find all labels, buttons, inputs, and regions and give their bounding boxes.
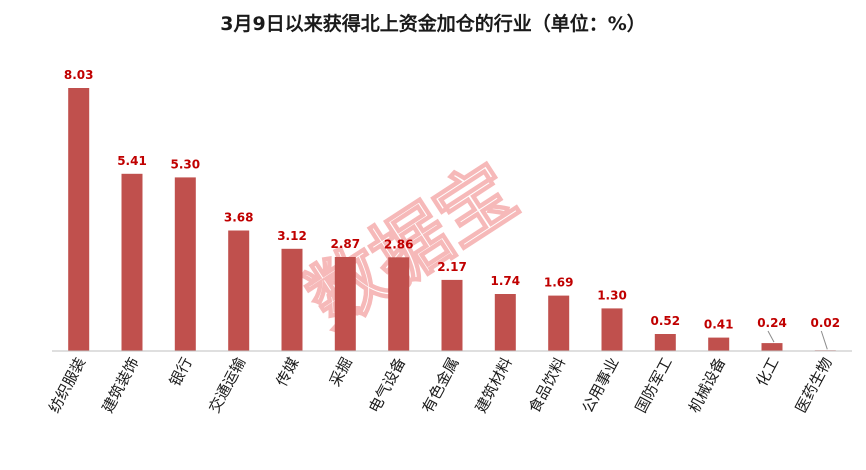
x-tick-label-14: 医药生物 xyxy=(792,354,836,415)
data-label-14: 0.02 xyxy=(810,316,840,330)
leader-lines-group xyxy=(767,330,828,350)
data-label-10: 1.30 xyxy=(597,288,627,302)
data-label-5: 2.87 xyxy=(330,237,360,251)
data-label-8: 1.74 xyxy=(490,274,520,288)
x-tick-label-6: 电气设备 xyxy=(365,354,409,415)
data-label-1: 5.41 xyxy=(117,154,147,168)
bar-0 xyxy=(68,88,90,351)
x-tick-label-10: 公用事业 xyxy=(578,354,622,415)
x-tick-labels-group: 纺织服装 建筑装饰 银行 交通运输 传媒 采掘 电气设备 有色金属 建筑材料 食品饮料 公用事业 国防… xyxy=(45,354,836,415)
leader-line-14 xyxy=(820,330,828,350)
x-tick-label-2: 银行 xyxy=(166,354,196,389)
bars-group xyxy=(68,88,836,351)
x-tick-label-13: 化工 xyxy=(753,354,783,389)
bar-2 xyxy=(174,177,196,351)
x-tick-label-3: 交通运输 xyxy=(205,354,249,415)
bar-13 xyxy=(761,343,783,351)
x-tick-label-4: 传媒 xyxy=(273,354,303,389)
chart-title: 3月9日以来获得北上资金加仓的行业（单位：%） xyxy=(220,12,645,35)
bar-9 xyxy=(548,295,570,351)
data-label-4: 3.12 xyxy=(277,229,307,243)
x-tick-label-0: 纺织服装 xyxy=(45,354,89,415)
bar-3 xyxy=(228,230,250,351)
data-labels-group: 8.03 5.41 5.30 3.68 3.12 2.87 2.86 2.17 1.74 1.69… xyxy=(64,68,840,332)
bar-4 xyxy=(281,248,303,351)
data-label-6: 2.86 xyxy=(384,237,414,251)
x-tick-label-7: 有色金属 xyxy=(418,354,462,415)
data-label-0: 8.03 xyxy=(64,68,94,82)
bar-8 xyxy=(494,294,516,351)
bar-5 xyxy=(334,257,356,351)
bar-6 xyxy=(388,257,410,351)
data-label-2: 5.30 xyxy=(170,157,200,171)
x-tick-label-11: 国防军工 xyxy=(632,354,676,415)
x-tick-label-8: 建筑材料 xyxy=(472,354,516,415)
bar-10 xyxy=(601,308,623,351)
data-label-11: 0.52 xyxy=(650,314,680,328)
x-tick-label-5: 采掘 xyxy=(326,354,356,389)
bar-1 xyxy=(121,173,143,351)
leader-line-13 xyxy=(767,330,775,343)
data-label-3: 3.68 xyxy=(224,211,254,225)
data-label-12: 0.41 xyxy=(704,318,734,332)
bar-11 xyxy=(654,334,676,351)
x-tick-label-1: 建筑装饰 xyxy=(98,354,142,415)
data-label-9: 1.69 xyxy=(544,276,574,290)
bar-7 xyxy=(441,279,463,351)
data-label-7: 2.17 xyxy=(437,260,467,274)
bar-12 xyxy=(708,337,730,351)
x-tick-label-9: 食品饮料 xyxy=(525,354,569,415)
data-label-13: 0.24 xyxy=(757,316,787,330)
x-tick-label-12: 机械设备 xyxy=(685,354,729,415)
